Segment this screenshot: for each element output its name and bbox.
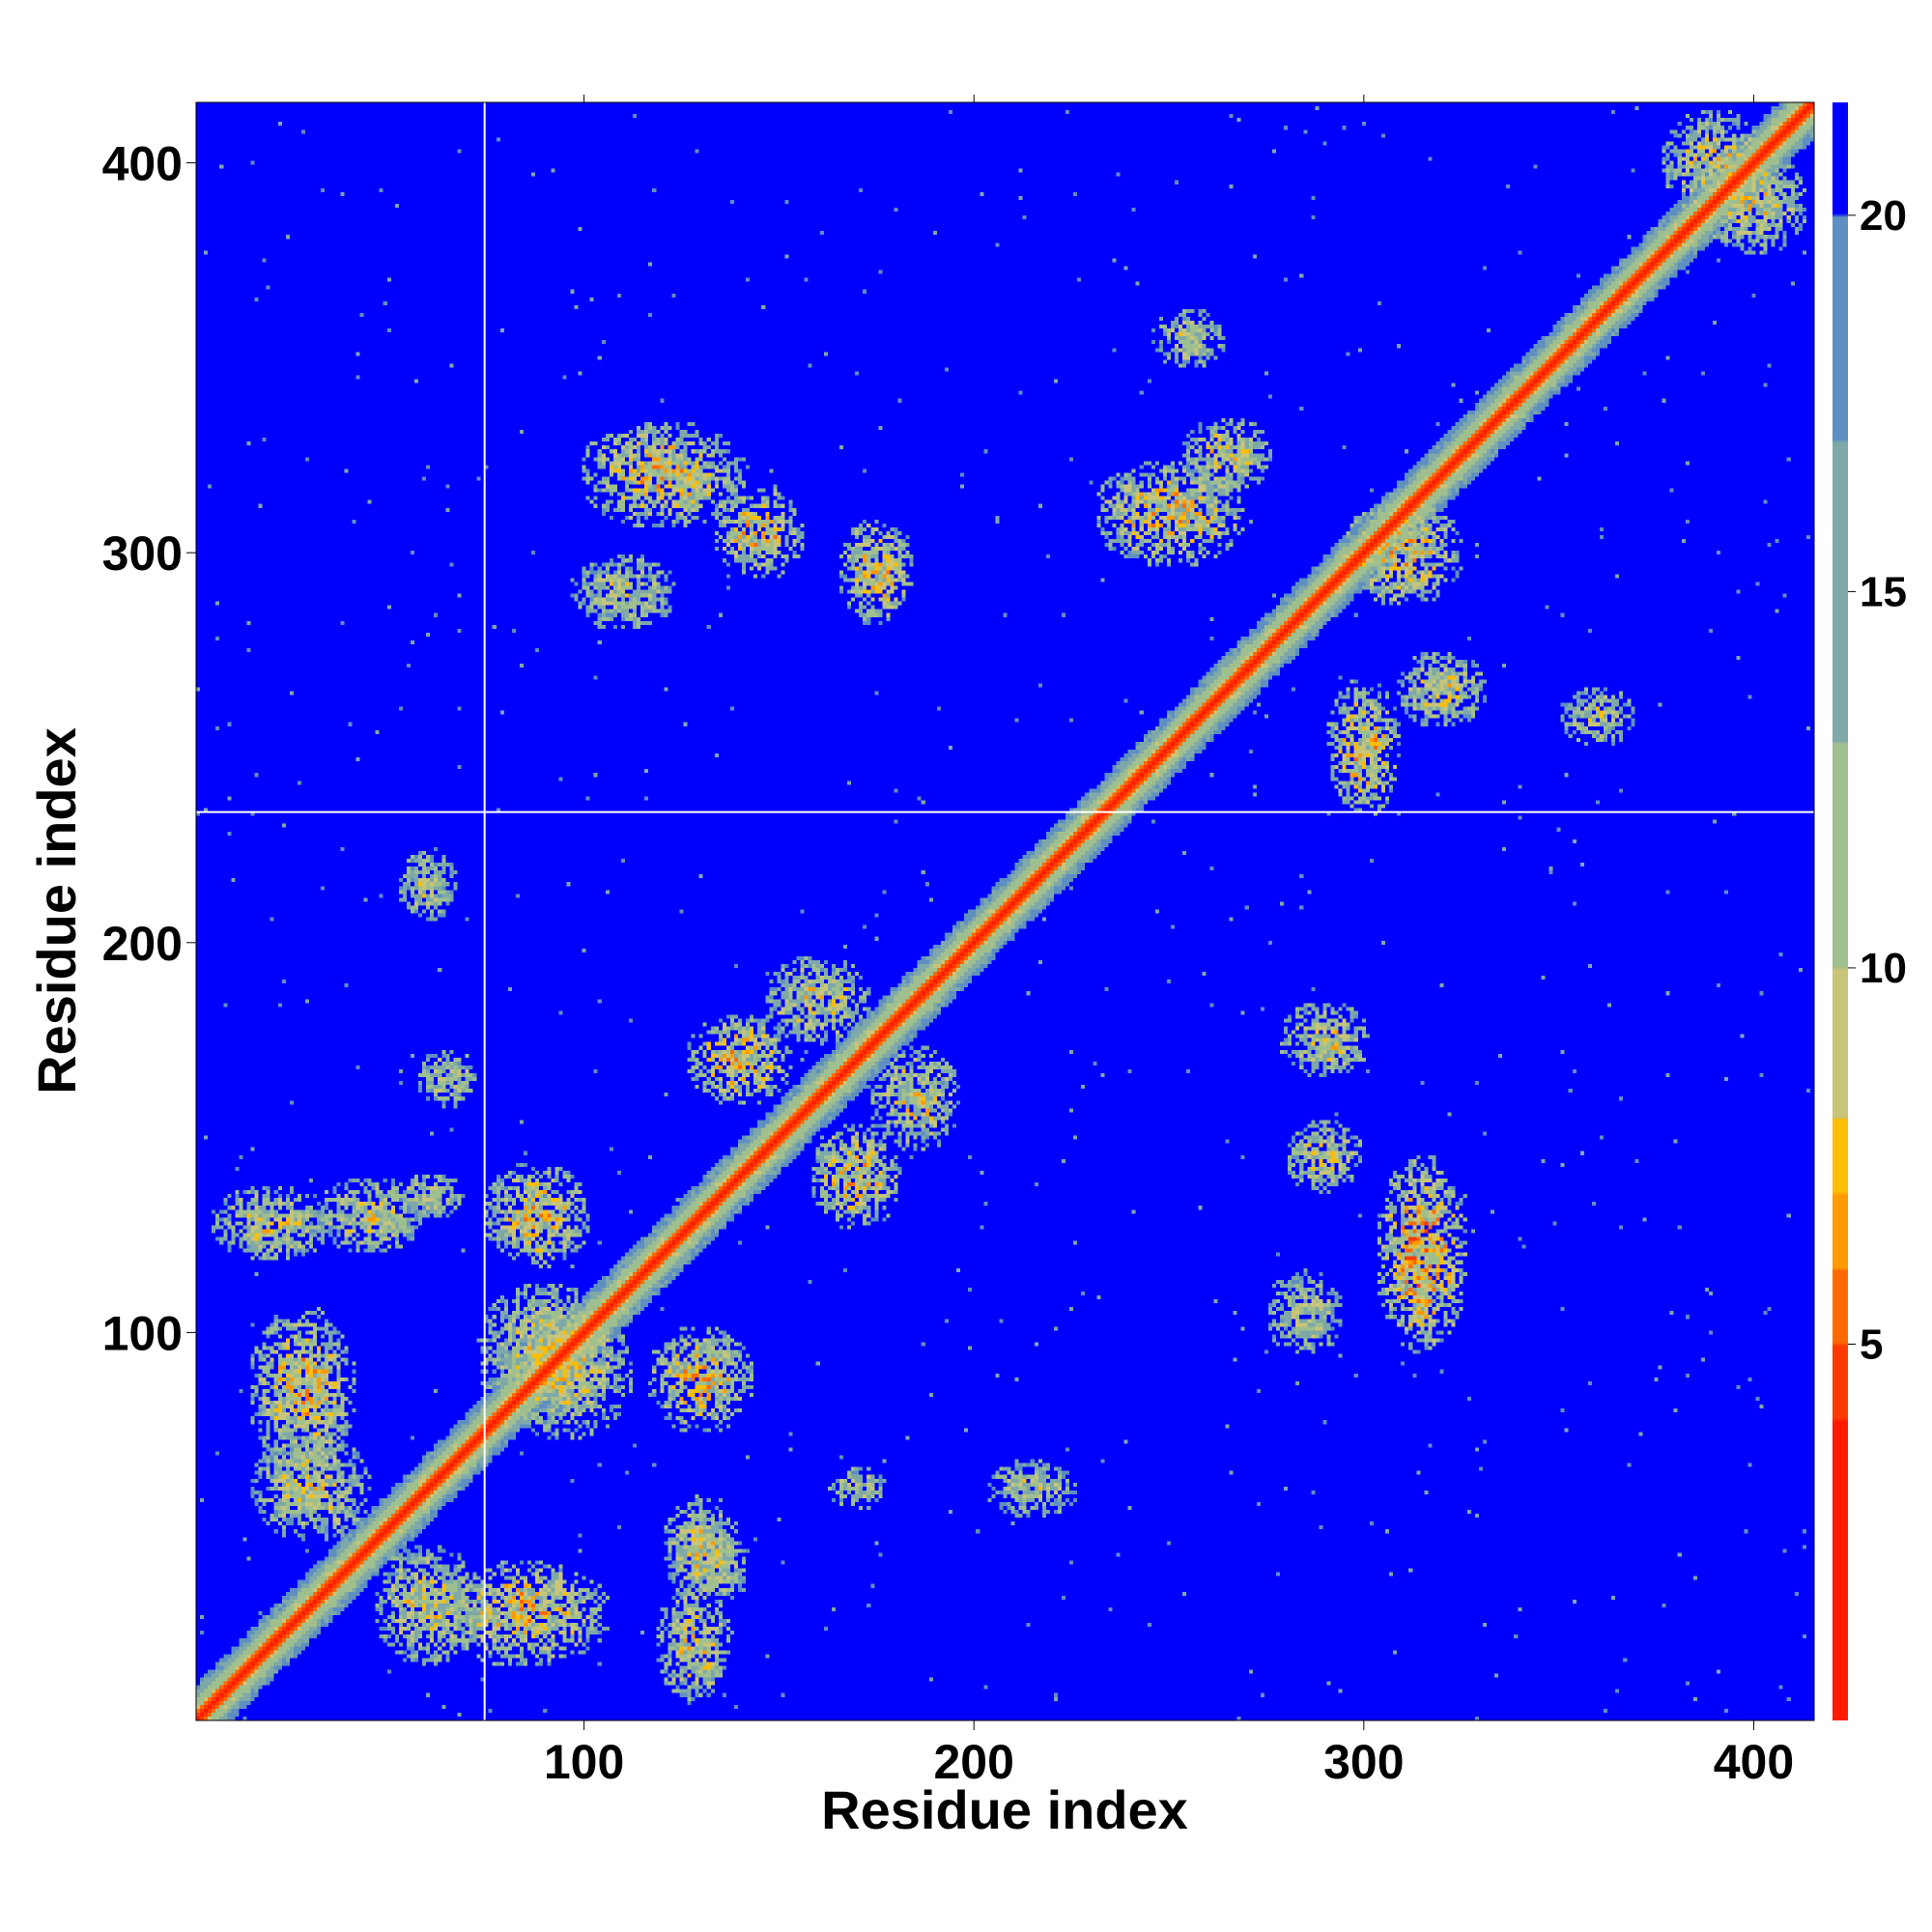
heatmap-image (196, 102, 1814, 1720)
x-axis: 100 200 300 400 (544, 95, 1794, 1789)
y-axis-title: Residue index (26, 727, 87, 1094)
y-tick-label: 100 (102, 1306, 183, 1360)
x-tick-label: 400 (1714, 1735, 1794, 1789)
x-tick-label: 100 (544, 1735, 624, 1789)
y-tick-label: 400 (102, 137, 183, 191)
colorbar: 5 10 15 20 (1833, 102, 1907, 1720)
plot-area (195, 101, 1815, 1721)
colorbar-tick-label: 5 (1860, 1321, 1883, 1368)
x-axis-title: Residue index (821, 1779, 1188, 1840)
colorbar-tick-label: 10 (1860, 945, 1907, 992)
x-tick-label: 200 (933, 1735, 1013, 1789)
y-tick-label: 200 (102, 917, 183, 971)
y-tick-label: 300 (102, 526, 183, 581)
colorbar-tick-label: 15 (1860, 568, 1907, 615)
plot-frame (195, 101, 1815, 1721)
colorbar-image (1833, 102, 1848, 1720)
colorbar-ticks: 5 10 15 20 (1848, 192, 1907, 1368)
x-tick-label: 300 (1323, 1735, 1404, 1789)
colorbar-tick-label: 20 (1860, 192, 1907, 240)
y-axis: 100 200 300 400 (102, 137, 196, 1360)
